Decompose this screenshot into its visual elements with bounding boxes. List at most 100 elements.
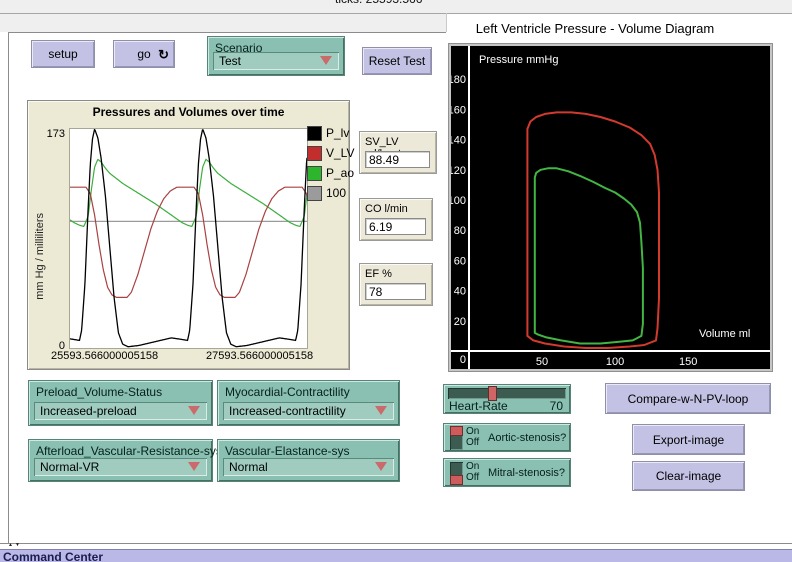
pv-loop-comparison-loop	[533, 167, 644, 345]
switch-on-label: On	[466, 461, 480, 472]
elastance-chooser: Vascular-Elastance-sys Normal	[217, 439, 400, 482]
reset-test-button[interactable]: Reset Test	[362, 47, 432, 75]
pv-xtick-label: 150	[679, 356, 697, 368]
clear-image-button[interactable]: Clear-image	[632, 461, 745, 491]
toolbar-strip-left	[0, 14, 446, 32]
clear-image-label: Clear-image	[655, 469, 722, 483]
forever-icon: ↻	[158, 47, 169, 62]
preload-chooser-value: Increased-preload	[40, 404, 137, 418]
chevron-down-icon	[188, 406, 200, 415]
heart-rate-slider-groove[interactable]	[448, 388, 566, 399]
pv-plot-xlabel: Volume ml	[699, 328, 751, 340]
setup-button[interactable]: setup	[31, 40, 95, 68]
panel-border-top	[8, 32, 446, 33]
ef-monitor-value: 78	[365, 283, 426, 300]
time-series-V_LV	[70, 186, 307, 298]
heart-rate-slider-handle[interactable]	[488, 386, 497, 401]
scenario-chooser: Scenario Test	[207, 36, 345, 76]
co-monitor: CO l/min 6.19	[359, 198, 433, 241]
panel-border-join	[446, 13, 447, 32]
elastance-chooser-value: Normal	[229, 460, 268, 474]
ef-monitor-label: EF %	[365, 268, 392, 280]
pv-ytick-label: 180	[451, 74, 466, 86]
time-plot-xtick-2: 27593.566000005158	[206, 350, 314, 362]
switch-on-off-labels: On Off	[466, 426, 479, 448]
time-plot-ymax: 173	[46, 128, 65, 140]
switch-knob[interactable]	[450, 426, 463, 436]
command-center-title: Command Center	[3, 550, 104, 562]
pv-ytick-label: 160	[451, 104, 466, 116]
ticks-counter: ticks: 25593.566	[335, 0, 422, 6]
sv-monitor: SV_LV ml/beat 88.49	[359, 131, 437, 174]
time-plot-ymin: 0	[58, 340, 65, 352]
chevron-down-icon	[320, 56, 332, 65]
legend-swatch	[307, 185, 322, 201]
switch-off-label: Off	[466, 437, 480, 448]
time-series-P_lv	[70, 129, 307, 348]
contractility-chooser-value: Increased-contractility	[229, 404, 346, 418]
time-plot-legend: P_lv V_LV P_ao 100	[307, 123, 354, 203]
scenario-label: Scenario	[215, 41, 263, 55]
compare-pv-loop-label: Compare-w-N-PV-loop	[627, 391, 749, 406]
co-monitor-value: 6.19	[365, 218, 426, 235]
switch-on-label: On	[466, 426, 480, 437]
scenario-value: Test	[219, 54, 242, 68]
legend-label: V_LV	[326, 146, 355, 160]
pv-ytick-label: 60	[454, 255, 466, 267]
setup-button-label: setup	[48, 47, 78, 61]
command-center-bar: Command Center	[0, 549, 792, 562]
go-button[interactable]: go ↻	[113, 40, 175, 68]
pv-plot-canvas: 180 160 140 120 100 80 60 40 20 0 50 100 150	[448, 46, 770, 369]
legend-swatch	[307, 125, 322, 141]
legend-swatch	[307, 165, 322, 181]
legend-swatch	[307, 145, 322, 161]
afterload-chooser-label: Afterload_Vascular-Resistance-sys	[36, 444, 222, 458]
pv-ytick-label: 40	[454, 286, 466, 298]
chevron-down-icon	[375, 406, 387, 415]
contractility-chooser-label: Myocardial-Contractility	[225, 385, 350, 399]
pv-plot-area: 180 160 140 120 100 80 60 40 20 0 50 100 150 Pressur…	[448, 46, 770, 369]
pv-xtick-label: 100	[606, 356, 624, 368]
contractility-chooser: Myocardial-Contractility Increased-contr…	[217, 380, 400, 426]
co-monitor-label: CO l/min	[365, 203, 408, 215]
preload-chooser-select[interactable]: Increased-preload	[34, 402, 207, 420]
legend-label: P_lv	[326, 126, 350, 140]
pv-plot-ylabel: Pressure mmHg	[479, 54, 559, 66]
legend-label: 100	[326, 186, 347, 200]
ef-monitor: EF % 78	[359, 263, 433, 306]
pv-ytick-label: 100	[451, 195, 466, 207]
pv-plot-widget: 180 160 140 120 100 80 60 40 20 0 50 100 150 Pressur…	[448, 43, 773, 372]
afterload-chooser: Afterload_Vascular-Resistance-sys Normal…	[28, 439, 222, 482]
mitral-stenosis-label: Mitral-stenosis?	[488, 467, 566, 479]
pv-ytick-label: 80	[454, 225, 466, 237]
legend-label: P_ao	[326, 166, 355, 180]
pv-origin-label: 0	[460, 354, 466, 366]
heart-rate-value: 70	[549, 399, 563, 413]
export-image-button[interactable]: Export-image	[632, 424, 745, 455]
legend-item: P_ao	[307, 163, 354, 183]
afterload-chooser-value: Normal-VR	[40, 460, 100, 474]
switch-off-label: Off	[466, 472, 480, 483]
elastance-chooser-select[interactable]: Normal	[223, 458, 394, 476]
pv-ytick-label: 120	[451, 165, 466, 177]
contractility-chooser-select[interactable]: Increased-contractility	[223, 402, 394, 420]
legend-item: 100	[307, 183, 354, 203]
legend-item: V_LV	[307, 143, 354, 163]
pv-loop-LV-PV-loop	[526, 111, 660, 349]
elastance-chooser-label: Vascular-Elastance-sys	[225, 444, 350, 458]
export-image-label: Export-image	[652, 432, 725, 447]
switch-knob[interactable]	[450, 475, 463, 485]
scenario-select[interactable]: Test	[213, 52, 339, 70]
reset-test-label: Reset Test	[368, 54, 426, 68]
compare-pv-loop-button[interactable]: Compare-w-N-PV-loop	[605, 383, 771, 414]
command-center-resize-arrows[interactable]: ▲▼	[8, 542, 22, 548]
aortic-stenosis-switch[interactable]: On Off Aortic-stenosis?	[443, 423, 571, 452]
panel-border-left	[8, 32, 9, 543]
time-plot-title: Pressures and Volumes over time	[92, 105, 285, 119]
mitral-stenosis-switch[interactable]: On Off Mitral-stenosis?	[443, 458, 571, 487]
panel-border-bottom	[0, 543, 792, 544]
legend-item: P_lv	[307, 123, 354, 143]
afterload-chooser-select[interactable]: Normal-VR	[34, 458, 207, 476]
heart-rate-label: Heart-Rate	[449, 399, 508, 413]
